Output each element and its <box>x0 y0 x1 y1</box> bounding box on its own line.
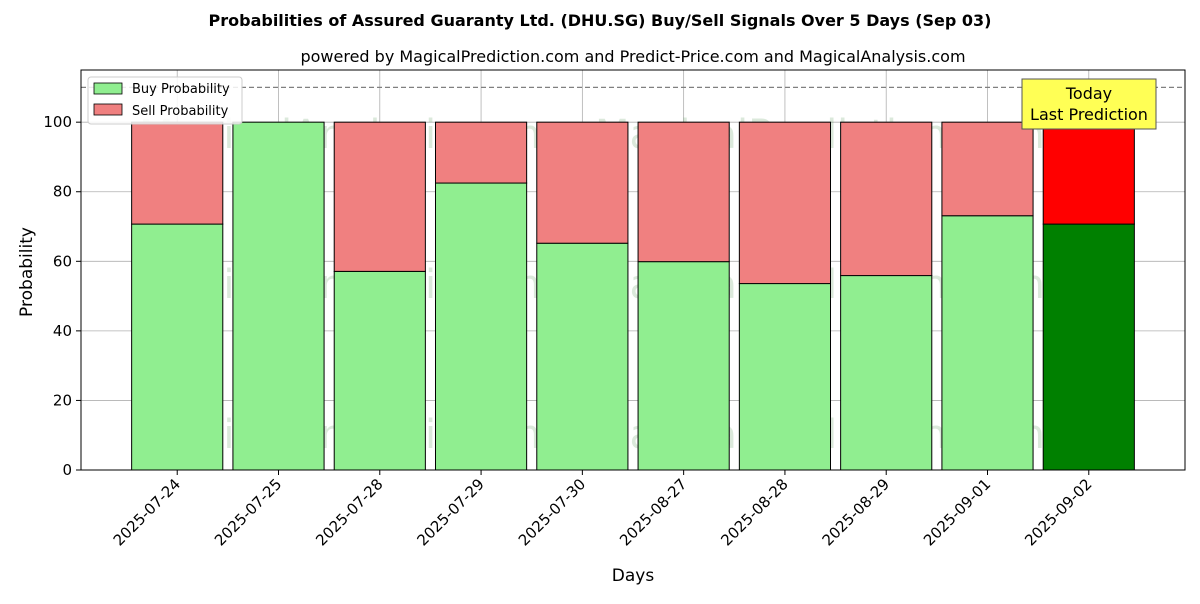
x-axis-label: Days <box>612 566 655 586</box>
annotation-line-2: Last Prediction <box>1030 105 1148 124</box>
bar-sell <box>1042 121 1135 225</box>
legend-swatch-buy <box>93 82 123 95</box>
bar-buy <box>941 215 1034 471</box>
x-tick-label: 2025-08-29 <box>819 475 893 549</box>
bar-sell <box>840 121 933 277</box>
bar-buy <box>738 283 832 471</box>
bar-sell <box>333 121 426 272</box>
legend-box <box>87 76 243 125</box>
bars-layer <box>131 121 1135 471</box>
chart-title: Probabilities of Assured Guaranty Ltd. (… <box>209 11 992 30</box>
legend: Buy Probability Sell Probability <box>87 76 243 125</box>
chart-subtitle: powered by MagicalPrediction.com and Pre… <box>300 47 965 66</box>
x-tick-label: 2025-09-01 <box>920 475 994 549</box>
x-tick-label: 2025-07-28 <box>312 475 386 549</box>
bar-buy <box>637 261 730 471</box>
annotation-box <box>1021 78 1157 130</box>
legend-label-sell: Sell Probability <box>132 104 229 119</box>
bar-sell <box>131 121 224 225</box>
bar-sell <box>637 121 730 263</box>
y-tick-label: 60 <box>53 252 72 270</box>
bar-buy <box>434 182 528 471</box>
x-tick-label: 2025-07-30 <box>515 475 589 549</box>
bar-sell <box>941 121 1034 217</box>
y-tick-label: 100 <box>43 113 72 131</box>
x-tick-label: 2025-08-27 <box>616 475 690 549</box>
x-tick-label: 2025-07-24 <box>110 475 184 549</box>
bar-buy <box>840 275 933 471</box>
bar-buy <box>536 242 629 471</box>
x-tick-label: 2025-07-29 <box>414 475 488 549</box>
today-annotation: Today Last Prediction <box>1021 78 1157 130</box>
bar-buy <box>131 223 224 471</box>
y-tick-label: 40 <box>53 322 72 340</box>
legend-swatch-sell <box>93 103 123 116</box>
y-axis-label: Probability <box>17 227 37 317</box>
x-tick-label: 2025-07-25 <box>211 475 285 549</box>
y-tick-label: 80 <box>53 183 72 201</box>
legend-label-buy: Buy Probability <box>132 82 230 97</box>
bar-sell <box>738 121 832 285</box>
bar-sell <box>434 121 528 184</box>
x-tick-label: 2025-08-28 <box>717 475 791 549</box>
annotation-line-1: Today <box>1065 84 1112 103</box>
y-tick-label: 20 <box>53 391 72 409</box>
bar-buy <box>1042 223 1135 471</box>
bar-buy <box>333 270 426 471</box>
axes-frame <box>80 69 1186 471</box>
bar-sell <box>536 121 629 244</box>
y-tick-label: 0 <box>62 461 72 479</box>
bar-buy <box>232 121 325 471</box>
x-tick-label: 2025-09-02 <box>1021 475 1095 549</box>
